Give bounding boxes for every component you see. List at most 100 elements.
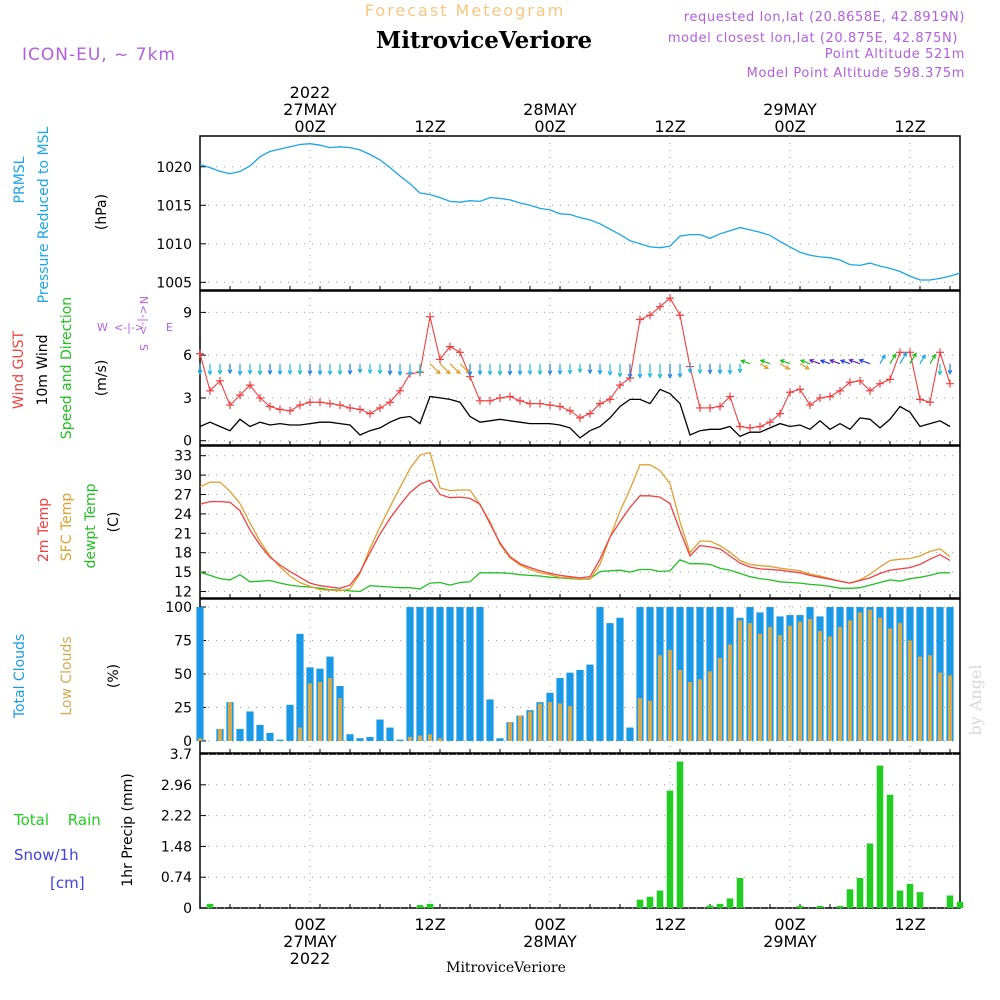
total-cloud-bar [426, 607, 434, 741]
rain-bar [666, 790, 674, 908]
total-cloud-bar [416, 607, 424, 741]
bottom-time-label: 00Z [294, 915, 325, 934]
total-cloud-bar [356, 738, 364, 741]
gust-marker [636, 315, 644, 324]
gust-marker [216, 376, 224, 385]
wind-direction-arrow [267, 363, 273, 376]
rain-bar [876, 765, 884, 908]
wind-ytick-label: 6 [183, 348, 192, 364]
low-cloud-bar [708, 671, 712, 741]
low-cloud-bar [938, 672, 942, 741]
gust-marker [656, 302, 664, 311]
rain-bar [646, 896, 654, 908]
temp2m-label: 2m Temp [36, 498, 52, 562]
gust-marker [856, 376, 864, 385]
total-cloud-bar [586, 664, 594, 741]
wind-direction-arrow [799, 363, 810, 370]
pressure-unit: (hPa) [94, 194, 110, 230]
compass-ns-arrow: <-|-> [137, 305, 150, 335]
low-cloud-bar [788, 625, 792, 741]
low-cloud-bar [568, 706, 572, 741]
model-altitude: Model Point Altitude 598.375m [747, 66, 965, 81]
total-cloud-bar [476, 607, 484, 741]
precip-ytick-label: 3.7 [170, 747, 192, 763]
low-cloud-bar [898, 623, 902, 741]
clouds-ytick-label: 25 [174, 700, 192, 716]
subtitle: Forecast Meteogram [365, 1, 565, 20]
wind-direction-arrow [848, 358, 861, 365]
wind-direction-arrow [317, 363, 323, 376]
sfc-temp-line [199, 451, 951, 592]
temp-ytick-label: 18 [174, 546, 192, 562]
wind-direction-arrow [717, 363, 723, 375]
total-cloud-bar [616, 617, 624, 741]
gust-marker [236, 391, 244, 400]
wind-direction-arrow [387, 363, 393, 376]
rain-bar [856, 878, 864, 908]
gust-marker [506, 392, 514, 401]
pressure-frame [199, 135, 961, 291]
wind-direction-arrow [377, 363, 383, 375]
gust-marker [736, 422, 744, 431]
wind-direction-arrow [497, 363, 503, 376]
gust-marker [276, 405, 284, 414]
temp-ytick-label: 12 [174, 585, 192, 601]
wind-direction-arrow [839, 359, 851, 365]
low-cloud-bar [878, 617, 882, 741]
rain-bar [206, 903, 214, 908]
top-time-label: 12Z [894, 117, 925, 136]
wind-direction-arrow [557, 363, 563, 376]
wind-direction-arrow [779, 363, 791, 370]
wind-direction-arrow [597, 363, 603, 375]
wind-direction-arrow [889, 353, 897, 365]
gust-marker [706, 403, 714, 412]
total-cloud-bar [266, 732, 274, 741]
total-cloud-bar [436, 607, 444, 741]
low-cloud-bar [508, 722, 512, 741]
low-cloud-bar [318, 682, 322, 741]
wind-label: 10m Wind [35, 334, 51, 405]
top-time-label: 00Z [774, 117, 805, 136]
wind-direction-arrow [899, 351, 908, 365]
wind-direction-arrow [919, 353, 926, 365]
rain-bar [726, 898, 734, 908]
wind-direction-arrow [197, 363, 203, 375]
rain-bar [906, 883, 914, 908]
wind-direction-arrow [637, 363, 643, 379]
gust-marker [566, 406, 574, 415]
wind-direction-arrow [337, 363, 343, 376]
wind-direction-arrow [397, 363, 403, 377]
station-title: MitroviceVeriore [376, 27, 592, 54]
rain-bar [816, 905, 824, 908]
total-cloud-bar [346, 734, 354, 741]
total-cloud-bar [396, 739, 404, 741]
low-cloud-bar [668, 649, 672, 741]
rain-bar [896, 890, 904, 908]
wind-direction-arrow [507, 363, 513, 376]
rain-bar [656, 890, 664, 908]
bottom-time-label: 28MAY [523, 932, 577, 951]
total-cloud-bar [236, 728, 244, 741]
gust-marker [716, 402, 724, 411]
rain-bar [956, 901, 964, 908]
wind-direction-arrow [858, 358, 871, 365]
gust-marker [946, 379, 954, 388]
rain-bar [796, 905, 804, 908]
wind-direction-arrow [687, 363, 693, 374]
low-cloud-bar [868, 609, 872, 741]
wind-direction-arrow [737, 363, 743, 374]
wind-direction-arrow [327, 363, 333, 376]
wind-ytick-label: 9 [183, 305, 192, 321]
temp-panel: 33 30 27 24 21 18 15 12 [174, 445, 961, 601]
low-cloud-bar [918, 656, 922, 741]
gust-marker [366, 409, 374, 418]
wind-direction-arrow [617, 363, 623, 378]
total-cloud-bar [466, 607, 474, 741]
gust-marker [896, 348, 904, 357]
wind-direction-arrow [808, 358, 821, 365]
temp2m-line [199, 479, 951, 589]
sfc-label: SFC Temp [59, 493, 75, 562]
pressure-label-2: Pressure Reduced to MSL [36, 126, 52, 303]
gust-marker [796, 385, 804, 394]
wind-direction-arrow [587, 363, 593, 375]
